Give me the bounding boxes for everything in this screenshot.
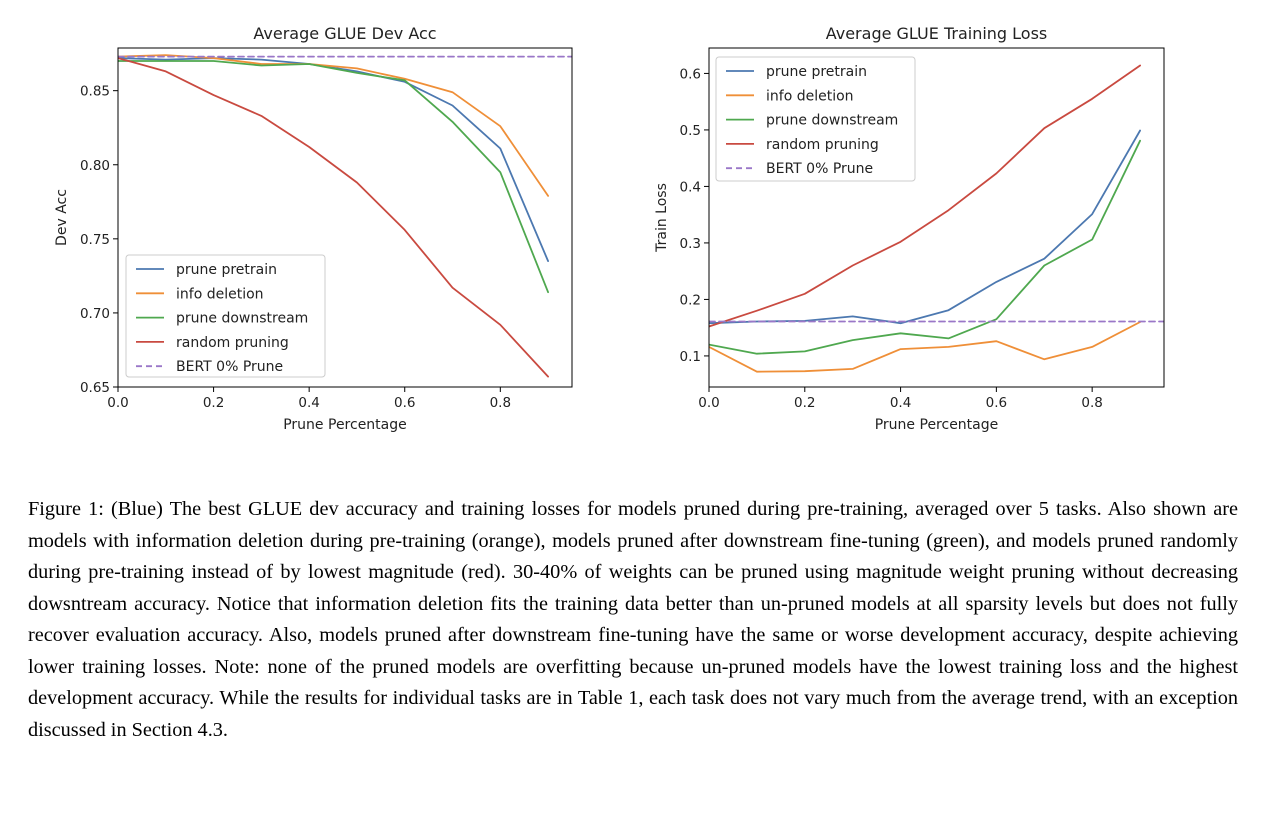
axes-frame bbox=[117, 47, 573, 388]
chart-title: Average GLUE Dev Acc bbox=[253, 24, 436, 43]
legend-label: BERT 0% Prune bbox=[176, 359, 283, 375]
series-line-random-pruning bbox=[709, 64, 1141, 328]
legend-box bbox=[715, 56, 916, 182]
series-line-prune-downstream bbox=[118, 60, 549, 294]
x-axis-label: Prune Percentage bbox=[875, 417, 999, 433]
legend-label: prune pretrain bbox=[176, 262, 277, 278]
y-tick-label: 0.75 bbox=[80, 232, 110, 248]
y-axis-label: Dev Acc bbox=[54, 189, 70, 246]
x-tick-label: 0.6 bbox=[394, 395, 415, 411]
series-line-prune-downstream bbox=[709, 139, 1141, 355]
y-tick-label: 0.1 bbox=[680, 349, 701, 365]
x-tick-label: 0.8 bbox=[1081, 395, 1102, 411]
x-tick-label: 0.6 bbox=[986, 395, 1007, 411]
series-line-info-deletion bbox=[709, 321, 1141, 373]
y-axis-label: Train Loss bbox=[654, 183, 670, 253]
series-line-info-deletion bbox=[118, 54, 549, 197]
legend-box bbox=[125, 254, 326, 378]
x-tick-label: 0.0 bbox=[698, 395, 719, 411]
legend: prune pretrain info deletion prune downstr… bbox=[125, 254, 326, 378]
y-tick-label: 0.4 bbox=[680, 179, 701, 195]
legend-label: prune pretrain bbox=[766, 64, 867, 80]
y-tick-label: 0.85 bbox=[80, 84, 110, 100]
y-tick-label: 0.3 bbox=[680, 236, 701, 252]
x-tick-label: 0.4 bbox=[890, 395, 911, 411]
x-tick-label: 0.8 bbox=[490, 395, 511, 411]
y-tick-label: 0.65 bbox=[80, 380, 110, 396]
figure-caption: Figure 1: (Blue) The best GLUE dev accur… bbox=[28, 498, 1238, 741]
legend-label: prune downstream bbox=[766, 113, 898, 129]
axes-frame bbox=[708, 47, 1165, 388]
legend-label: info deletion bbox=[766, 88, 854, 104]
legend: prune pretrain info deletion prune downstr… bbox=[715, 56, 916, 182]
x-tick-label: 0.0 bbox=[107, 395, 128, 411]
series-line-random-pruning bbox=[118, 57, 549, 378]
y-tick-label: 0.6 bbox=[680, 66, 701, 82]
chart-2: Average GLUE Training Loss 0.0 0.2 0.4 0.6 0.… bbox=[654, 24, 1165, 433]
y-tick-label: 0.70 bbox=[80, 306, 110, 322]
legend-label: random pruning bbox=[766, 137, 879, 153]
y-tick-label: 0.5 bbox=[680, 123, 701, 139]
x-axis-label: Prune Percentage bbox=[283, 417, 407, 433]
chart-title: Average GLUE Training Loss bbox=[826, 24, 1048, 43]
legend-label: prune downstream bbox=[176, 311, 308, 327]
legend-label: info deletion bbox=[176, 286, 264, 302]
series-lines bbox=[118, 54, 572, 378]
x-tick-label: 0.4 bbox=[298, 395, 319, 411]
legend-label: random pruning bbox=[176, 335, 289, 351]
y-tick-label: 0.2 bbox=[680, 292, 701, 308]
x-tick-label: 0.2 bbox=[794, 395, 815, 411]
legend-label: BERT 0% Prune bbox=[766, 161, 873, 177]
x-tick-label: 0.2 bbox=[203, 395, 224, 411]
y-tick-label: 0.80 bbox=[80, 158, 110, 174]
series-line-prune-pretrain bbox=[118, 57, 549, 263]
series-lines bbox=[709, 64, 1164, 373]
chart-1: Average GLUE Dev Acc 0.0 0.2 0.4 0.6 0.8 0.65 0… bbox=[54, 24, 573, 433]
